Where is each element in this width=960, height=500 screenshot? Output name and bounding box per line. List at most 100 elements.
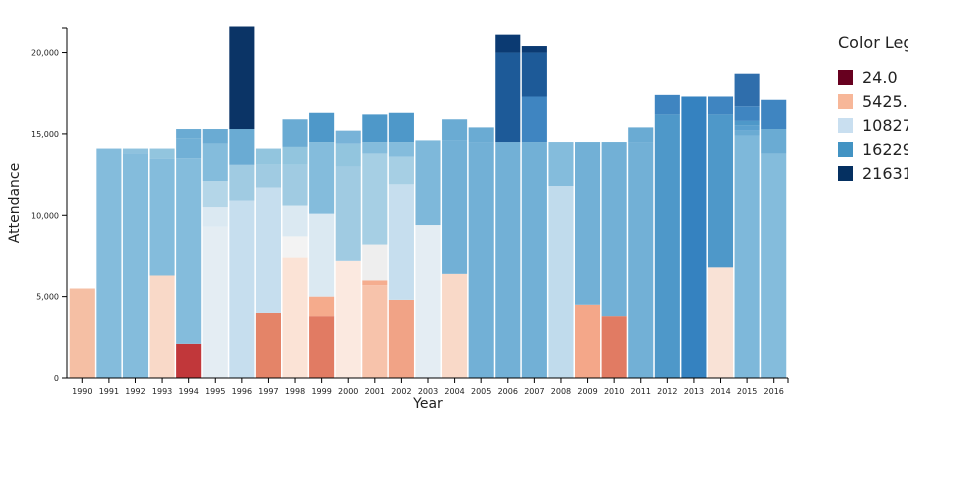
legend-clip-mask bbox=[908, 28, 960, 188]
bar-segment-2002-3 bbox=[388, 142, 414, 157]
x-tick-label-2008: 2008 bbox=[551, 387, 571, 396]
bar-segment-2008-0 bbox=[548, 185, 574, 378]
bar-segment-2015-2 bbox=[734, 125, 760, 131]
bar-segment-1997-1 bbox=[255, 187, 281, 313]
x-tick-label-1998: 1998 bbox=[285, 387, 305, 396]
bar-segment-1998-0 bbox=[282, 257, 308, 378]
bar-segment-2011-0 bbox=[628, 142, 654, 378]
bar-segment-2013-0 bbox=[681, 96, 707, 378]
x-tick-label-2013: 2013 bbox=[684, 387, 704, 396]
x-axis-title: Year bbox=[412, 396, 443, 412]
bar-segment-2016-1 bbox=[761, 129, 787, 154]
bar-segment-1998-2 bbox=[282, 205, 308, 237]
bar-segment-2007-0 bbox=[521, 142, 547, 378]
bar-segment-1996-1 bbox=[229, 164, 255, 201]
x-tick-label-1999: 1999 bbox=[311, 387, 331, 396]
bar-segment-2003-1 bbox=[415, 140, 441, 226]
y-tick-label: 15,000 bbox=[31, 130, 59, 139]
legend-swatch bbox=[838, 166, 853, 181]
bar-segment-2011-1 bbox=[628, 127, 654, 143]
bar-segment-1999-0 bbox=[309, 316, 335, 378]
x-tick-label-2002: 2002 bbox=[391, 387, 411, 396]
bar-segment-2004-1 bbox=[442, 140, 468, 274]
x-tick-label-2006: 2006 bbox=[498, 387, 518, 396]
y-tick-label: 5,000 bbox=[36, 293, 59, 302]
bar-segment-2001-0 bbox=[362, 285, 388, 378]
x-tick-label-2004: 2004 bbox=[444, 387, 464, 396]
x-tick-label-2010: 2010 bbox=[604, 387, 624, 396]
bar-segment-2001-1 bbox=[362, 280, 388, 286]
y-tick-label: 20,000 bbox=[31, 49, 59, 58]
bar-segment-1997-2 bbox=[255, 164, 281, 188]
bar-segment-1995-4 bbox=[202, 129, 228, 144]
x-tick-label-1990: 1990 bbox=[72, 387, 92, 396]
bar-segment-1999-1 bbox=[309, 296, 335, 317]
y-axis-title: Attendance bbox=[7, 163, 23, 243]
bar-segment-2002-2 bbox=[388, 156, 414, 185]
bar-segment-2000-3 bbox=[335, 130, 361, 144]
y-ticks: 0 5,000 10,000 15,000 20,000 bbox=[31, 49, 67, 383]
bar-segment-1995-2 bbox=[202, 181, 228, 208]
x-tick-label-1992: 1992 bbox=[125, 387, 145, 396]
bars-layer bbox=[69, 26, 787, 378]
bar-segment-2009-0 bbox=[575, 304, 601, 378]
bar-segment-2001-3 bbox=[362, 153, 388, 245]
x-tick-label-1996: 1996 bbox=[232, 387, 252, 396]
legend-swatch bbox=[838, 70, 853, 85]
x-tick-label-2011: 2011 bbox=[631, 387, 651, 396]
bar-segment-1998-3 bbox=[282, 164, 308, 206]
x-tick-label-2000: 2000 bbox=[338, 387, 358, 396]
bar-segment-2000-2 bbox=[335, 143, 361, 167]
bar-segment-2007-3 bbox=[521, 46, 547, 53]
x-tick-label-1993: 1993 bbox=[152, 387, 172, 396]
bar-segment-2009-1 bbox=[575, 142, 601, 305]
bar-segment-1994-0 bbox=[176, 343, 202, 378]
bar-segment-1998-4 bbox=[282, 146, 308, 165]
x-tick-label-2001: 2001 bbox=[365, 387, 385, 396]
bar-segment-2010-1 bbox=[601, 142, 627, 317]
bar-segment-1998-1 bbox=[282, 236, 308, 258]
bar-segment-2016-2 bbox=[761, 99, 787, 130]
bar-segment-2016-0 bbox=[761, 153, 787, 378]
bar-segment-1999-2 bbox=[309, 213, 335, 297]
bar-segment-1990-0 bbox=[69, 288, 95, 378]
bar-segment-1995-3 bbox=[202, 143, 228, 182]
x-tick-label-2007: 2007 bbox=[524, 387, 544, 396]
bar-segment-2008-1 bbox=[548, 142, 574, 186]
x-tick-label-2012: 2012 bbox=[657, 387, 677, 396]
legend-label: 21631 bbox=[862, 164, 913, 183]
bar-segment-1994-2 bbox=[176, 138, 202, 159]
bar-segment-1993-0 bbox=[149, 275, 175, 378]
legend-label: 16229 bbox=[862, 140, 913, 159]
bar-segment-2015-0 bbox=[734, 135, 760, 378]
bar-segment-2014-0 bbox=[707, 267, 734, 378]
bar-segment-1994-1 bbox=[176, 158, 202, 344]
bar-segment-2001-5 bbox=[362, 114, 388, 143]
bar-segment-2004-0 bbox=[442, 273, 468, 378]
bar-segment-2015-5 bbox=[734, 73, 760, 107]
bar-segment-2006-2 bbox=[495, 34, 521, 53]
bar-segment-2006-1 bbox=[495, 52, 521, 143]
legend-label: 5425.8 bbox=[862, 92, 918, 111]
bar-segment-2001-2 bbox=[362, 244, 388, 281]
bar-segment-1997-0 bbox=[255, 312, 281, 378]
bar-segment-1996-0 bbox=[229, 200, 255, 378]
bar-segment-1999-4 bbox=[309, 112, 335, 143]
x-tick-label-2014: 2014 bbox=[710, 387, 730, 396]
legend-label: 10827 bbox=[862, 116, 913, 135]
bar-segment-1994-3 bbox=[176, 129, 202, 139]
bar-segment-2003-0 bbox=[415, 225, 441, 378]
bar-segment-1996-2 bbox=[229, 129, 255, 165]
legend-swatch bbox=[838, 142, 853, 157]
bar-segment-2005-1 bbox=[468, 127, 494, 143]
bar-segment-1996-3 bbox=[229, 26, 255, 130]
bar-segment-2002-0 bbox=[388, 299, 414, 378]
x-tick-label-1995: 1995 bbox=[205, 387, 225, 396]
x-tick-label-2005: 2005 bbox=[471, 387, 491, 396]
legend-swatch bbox=[838, 94, 853, 109]
bar-segment-2002-1 bbox=[388, 184, 414, 300]
bar-segment-1995-1 bbox=[202, 207, 228, 227]
bar-segment-2007-1 bbox=[521, 96, 547, 143]
bar-segment-2005-0 bbox=[468, 142, 494, 378]
